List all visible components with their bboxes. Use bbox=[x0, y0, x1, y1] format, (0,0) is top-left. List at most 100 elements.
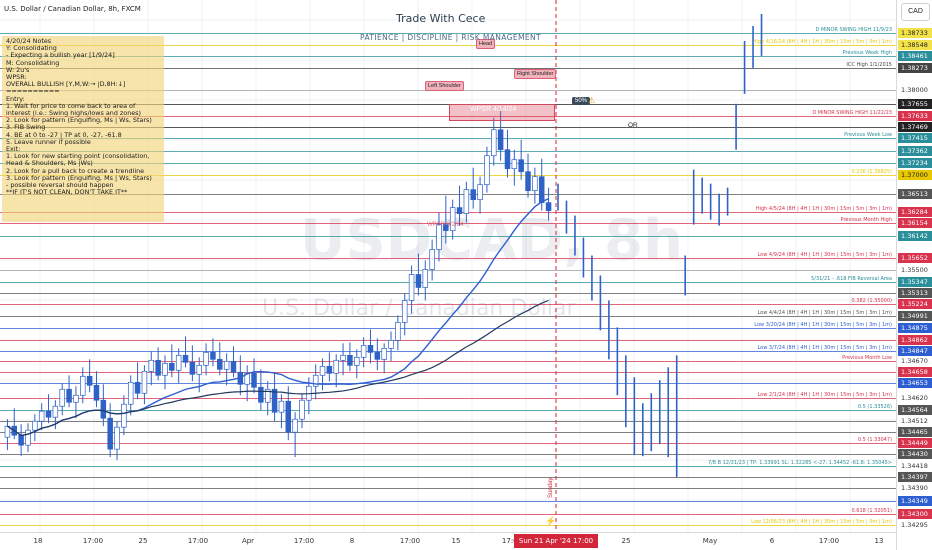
level-line[interactable] bbox=[0, 501, 896, 502]
level-line[interactable] bbox=[0, 361, 896, 362]
level-line[interactable] bbox=[0, 194, 896, 195]
level-label: D MINOR SWING HIGH 11/22/23 bbox=[812, 110, 892, 116]
price-tag: 1.35347 bbox=[898, 277, 932, 287]
trading-notes[interactable]: 4/20/24 Notes Y: Consolidating - Expectin… bbox=[2, 36, 164, 222]
level-line[interactable] bbox=[0, 340, 896, 341]
sunday-label: Sunday bbox=[548, 477, 554, 498]
level-line[interactable] bbox=[0, 398, 896, 399]
price-tag: 1.34418 bbox=[898, 461, 932, 471]
level-line[interactable] bbox=[0, 68, 896, 69]
candle-body bbox=[217, 358, 223, 370]
level-line[interactable] bbox=[0, 223, 896, 224]
warning-icon[interactable]: ⚠ bbox=[588, 96, 596, 105]
price-tag: 1.35652 bbox=[898, 253, 932, 263]
fib-percent-badge[interactable]: 50% bbox=[572, 97, 591, 105]
candle-body bbox=[169, 362, 175, 371]
candle-body bbox=[381, 347, 387, 360]
level-line[interactable] bbox=[0, 212, 896, 213]
note-line: M: Consolidating bbox=[6, 59, 60, 67]
time-tick: 8 bbox=[349, 537, 355, 545]
candle-body bbox=[347, 354, 353, 366]
level-label: Low 4/9/24 (8H | 4H | 1H | 30m | 15m | 5… bbox=[757, 252, 892, 258]
level-line[interactable] bbox=[0, 432, 896, 433]
level-line[interactable] bbox=[0, 372, 896, 373]
note-line: WPSR: bbox=[6, 74, 27, 82]
level-line[interactable] bbox=[0, 116, 896, 117]
level-line[interactable] bbox=[0, 443, 896, 444]
time-tick: 17:00 bbox=[399, 537, 421, 545]
candle-body bbox=[395, 322, 401, 341]
candle-body bbox=[422, 269, 429, 288]
level-line[interactable] bbox=[0, 410, 896, 411]
time-tick: 18 bbox=[33, 537, 43, 545]
time-tick: 6 bbox=[769, 537, 775, 545]
note-line: 5. Leave runner if possible bbox=[6, 138, 91, 146]
level-line[interactable] bbox=[0, 175, 896, 176]
price-tag: 1.37000 bbox=[898, 170, 932, 180]
candle-body bbox=[326, 365, 333, 374]
price-tag: 1.34300 bbox=[898, 509, 932, 519]
level-line[interactable] bbox=[0, 56, 896, 57]
time-tick: 17:00 bbox=[818, 537, 840, 545]
note-line: Entry: bbox=[6, 95, 25, 103]
note-line: 4/20/24 Notes bbox=[6, 38, 52, 45]
level-line[interactable] bbox=[0, 270, 896, 271]
candle-body bbox=[319, 365, 326, 376]
level-line[interactable] bbox=[0, 163, 896, 164]
note-line: Y: Consolidating bbox=[6, 45, 57, 53]
candle-body bbox=[271, 388, 278, 413]
level-line[interactable] bbox=[0, 293, 896, 294]
level-line[interactable] bbox=[0, 466, 896, 467]
level-line[interactable] bbox=[0, 33, 896, 34]
price-tag: 1.37655 bbox=[898, 99, 932, 109]
currency-button[interactable]: CAD bbox=[901, 3, 930, 21]
note-line: - Expecting a bullish year [1/9/24] bbox=[6, 52, 115, 60]
candle-body bbox=[538, 176, 545, 203]
level-line[interactable] bbox=[0, 151, 896, 152]
level-line[interactable] bbox=[0, 304, 896, 305]
candle-body bbox=[18, 434, 24, 446]
level-line[interactable] bbox=[0, 421, 896, 422]
price-tag: 1.38273 bbox=[898, 63, 932, 73]
level-label: Low 4/4/24 (8H | 4H | 1H | 30m | 15m | 5… bbox=[757, 310, 892, 316]
note-line: W: 2u's bbox=[6, 66, 30, 74]
candle-body bbox=[491, 129, 497, 157]
candle-body bbox=[374, 351, 381, 360]
level-line[interactable] bbox=[0, 138, 896, 139]
time-axis[interactable] bbox=[0, 532, 896, 550]
candle-body bbox=[93, 384, 100, 401]
brand-motto: PATIENCE | DISCIPLINE | RISK MANAGEMENT bbox=[360, 33, 542, 42]
level-line[interactable] bbox=[0, 383, 896, 384]
level-line[interactable] bbox=[0, 45, 896, 46]
candle-body bbox=[415, 274, 422, 288]
price-tag: 1.37469 bbox=[898, 122, 932, 132]
level-line[interactable] bbox=[0, 236, 896, 237]
level-line[interactable] bbox=[0, 525, 896, 526]
lightning-icon[interactable]: ⚡ bbox=[545, 516, 557, 526]
level-line[interactable] bbox=[0, 351, 896, 352]
candle-body bbox=[121, 403, 127, 428]
level-line[interactable] bbox=[0, 454, 896, 455]
price-tag: 1.34512 bbox=[898, 416, 932, 426]
candle-body bbox=[456, 207, 463, 214]
candle-body bbox=[463, 189, 470, 214]
level-line[interactable] bbox=[0, 282, 896, 283]
candle-body bbox=[45, 410, 52, 418]
candle-body bbox=[148, 359, 155, 372]
level-line[interactable] bbox=[0, 514, 896, 515]
level-line[interactable] bbox=[0, 127, 896, 128]
price-tag: 1.34991 bbox=[898, 311, 932, 321]
price-tag: 1.35224 bbox=[898, 299, 932, 309]
level-line[interactable] bbox=[0, 477, 896, 478]
left-shoulder-label: Left Shoulder bbox=[425, 81, 464, 91]
level-line[interactable] bbox=[0, 488, 896, 489]
level-label: 0.5 (1.33047) bbox=[857, 437, 892, 443]
level-line[interactable] bbox=[0, 258, 896, 259]
level-line[interactable] bbox=[0, 316, 896, 317]
candle-body bbox=[525, 171, 531, 191]
level-line[interactable] bbox=[0, 328, 896, 329]
symbol-title[interactable]: U.S. Dollar / Canadian Dollar, 8h, FXCM bbox=[4, 5, 141, 13]
moving-average-slow bbox=[7, 299, 549, 437]
level-line[interactable] bbox=[0, 104, 896, 105]
